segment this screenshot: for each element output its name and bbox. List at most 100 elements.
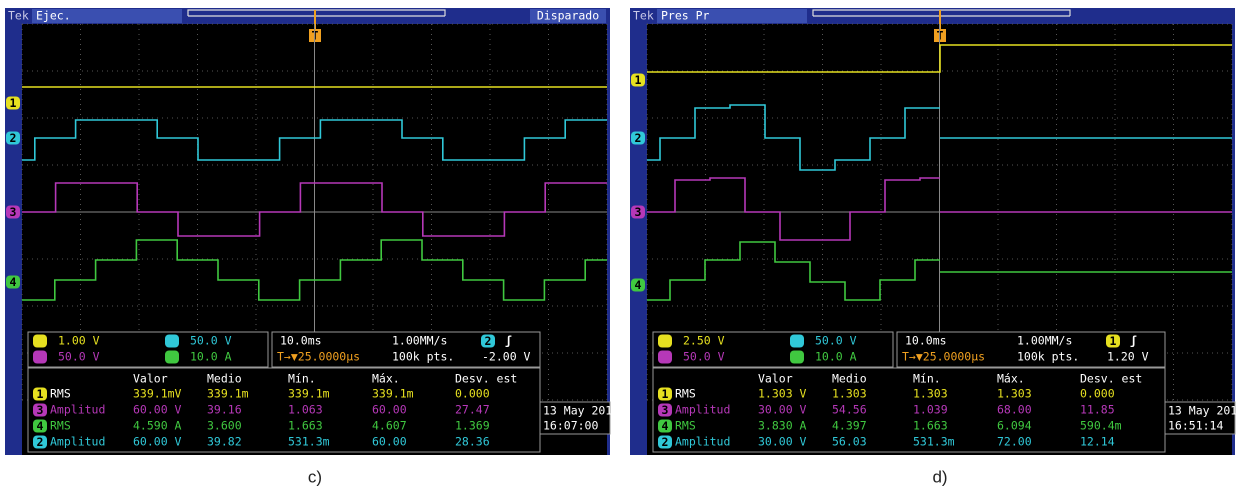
channel-scale: 50.0 V [190,334,232,348]
measurement-header: Máx. [372,372,400,386]
channel-badge-label: 3 [10,205,17,219]
channel-badge [658,335,672,348]
caption: d) [932,467,947,486]
channel-scale: 50.0 V [815,334,857,348]
status: Ejec. [36,9,71,23]
measurement-header: Desv. est [455,372,517,386]
measurement-value: 72.00 [997,435,1032,449]
sample-rate: 1.00MM/s [1017,334,1072,348]
measurement-name: Amplitud [50,435,105,449]
measurement-value: 339.1m [207,387,249,401]
measurement-value: 3.830 A [758,419,807,433]
measurement-header: Mín. [288,372,316,386]
sample-rate: 1.00MM/s [392,334,447,348]
page: Tek Ejec. Disparado T 1 2 3 4 1.00 V 50.0 V 50.0 V… [0,0,1244,490]
measurement-name: Amplitud [675,403,730,417]
channel-badge-label: 3 [37,403,44,417]
measurement-value: 60.00 [372,403,407,417]
measurement-header: Máx. [997,372,1025,386]
measurement-value: 3.600 [207,419,242,433]
measurement-value: 1.039 [913,403,948,417]
channel-scale: 10.0 A [815,350,857,364]
measurement-value: 339.1m [372,387,414,401]
channel-badge-label: 2 [485,334,492,348]
date: 13 May 2019 [543,404,619,418]
channel-scale: 1.00 V [58,334,100,348]
measurement-value: 1.303 V [758,387,807,401]
measurement-value: 1.369 [455,419,490,433]
measurement-name: RMS [675,387,696,401]
measurement-header: Valor [758,372,793,386]
measurement-value: 60.00 V [133,403,182,417]
channel-scale: 50.0 V [683,350,725,364]
measurement-value: 54.56 [832,403,867,417]
timebase: 10.0ms [905,334,947,348]
channel-badge-label: 4 [10,275,17,289]
measurement-value: 1.063 [288,403,323,417]
channel-badge [165,351,179,364]
trigger-marker: T [937,29,944,43]
measurement-name: Amplitud [675,435,730,449]
trigger-level: -2.00 V [482,350,531,364]
channel-badge-label: 1 [635,73,642,87]
channel-badge-label: 2 [662,435,669,449]
channel-badge-label: 2 [10,131,17,145]
channel-badge-label: 4 [662,419,669,433]
measurement-value: 339.1m [288,387,330,401]
trigger-state: Disparado [537,9,599,23]
channel-badge-label: 1 [1110,334,1117,348]
channel-badge [165,335,179,348]
measurement-value: 0.000 [1080,387,1115,401]
measurement-name: RMS [675,419,696,433]
measurement-value: 68.00 [997,403,1032,417]
caption: c) [308,467,322,486]
time: 16:07:00 [543,419,598,433]
measurement-value: 60.00 [372,435,407,449]
channel-badge [790,351,804,364]
brand: Tek [8,9,29,23]
time: 16:51:14 [1168,419,1223,433]
measurement-value: 531.3m [913,435,955,449]
channel-scale: 50.0 V [58,350,100,364]
measurement-value: 28.36 [455,435,490,449]
root: Tek Ejec. Disparado T 1 2 3 4 1.00 V 50.0 V 50.0 V… [5,8,1244,486]
measurement-value: 1.663 [288,419,323,433]
channel-badge [658,351,672,364]
measurement-value: 4.607 [372,419,407,433]
measurement-value: 4.397 [832,419,867,433]
channel-badge [33,351,47,364]
record-length: 100k pts. [1017,350,1079,364]
trigger-slope: ʃ [505,334,512,348]
measurement-header: Desv. est [1080,372,1142,386]
trigger-position: T→▼25.0000µs [902,350,985,364]
channel-badge-label: 4 [635,278,642,292]
measurement-name: RMS [50,419,71,433]
measurement-value: 1.663 [913,419,948,433]
channel-badge-label: 1 [37,387,44,401]
channel-badge-label: 2 [635,131,642,145]
timebase: 10.0ms [280,334,322,348]
measurement-value: 1.303 [913,387,948,401]
measurement-value: 27.47 [455,403,490,417]
measurement-name: RMS [50,387,71,401]
record-length: 100k pts. [392,350,454,364]
measurement-value: 4.590 A [133,419,182,433]
measurement-value: 6.094 [997,419,1032,433]
measurement-value: 30.00 V [758,403,807,417]
trigger-level: 1.20 V [1107,350,1149,364]
measurement-header: Medio [207,372,242,386]
measurement-value: 1.303 [832,387,867,401]
channel-badge-label: 1 [10,96,17,110]
brand: Tek [633,9,654,23]
measurement-value: 0.000 [455,387,490,401]
status: Pres Pr [661,9,710,23]
measurement-value: 30.00 V [758,435,807,449]
measurement-header: Medio [832,372,867,386]
channel-badge-label: 3 [635,205,642,219]
channel-badge [33,335,47,348]
measurement-value: 1.303 [997,387,1032,401]
measurement-value: 56.03 [832,435,867,449]
trigger-slope: ʃ [1130,334,1137,348]
measurement-value: 39.82 [207,435,242,449]
